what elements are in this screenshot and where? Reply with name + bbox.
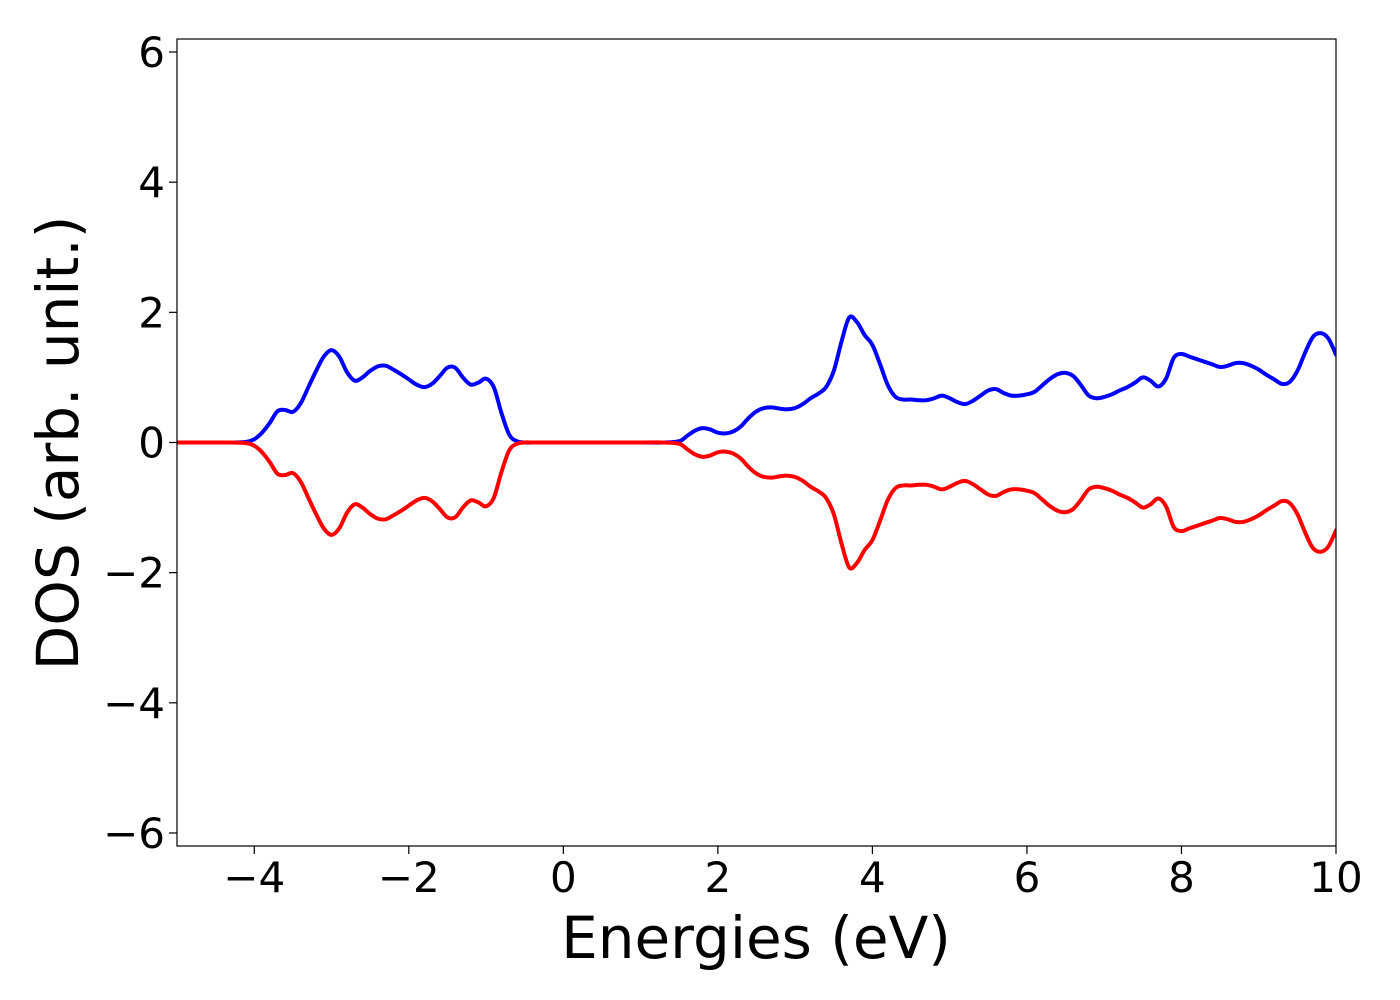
dos-series-up-line	[177, 314, 1336, 445]
y-tick-label: −2	[103, 549, 165, 598]
y-axis-label: DOS (arb. unit.)	[24, 216, 92, 671]
x-tick-label: 4	[859, 853, 886, 902]
y-tick-label: −4	[103, 679, 165, 728]
series-layer	[177, 314, 1336, 571]
x-tick-label: −4	[223, 853, 285, 902]
x-tick-label: 6	[1014, 853, 1041, 902]
dos-series-down-line	[177, 440, 1336, 571]
y-axis: −6 −4 −2 0 2 4 6	[103, 28, 177, 858]
y-tick-label: 4	[138, 158, 165, 207]
x-tick-label: 8	[1168, 853, 1195, 902]
y-tick-label: 2	[138, 288, 165, 337]
plot-frame	[176, 38, 1337, 847]
y-tick-label: 0	[138, 419, 165, 468]
x-tick-label: −2	[378, 853, 440, 902]
y-tick-label: 6	[138, 28, 165, 77]
x-tick-label: 10	[1309, 853, 1362, 902]
x-tick-label: 2	[704, 853, 731, 902]
x-tick-label: 0	[550, 853, 577, 902]
y-tick-label: −6	[103, 809, 165, 858]
x-axis: −4 −2 0 2 4 6 8 10	[223, 846, 1363, 902]
x-axis-label: Energies (eV)	[561, 904, 951, 972]
